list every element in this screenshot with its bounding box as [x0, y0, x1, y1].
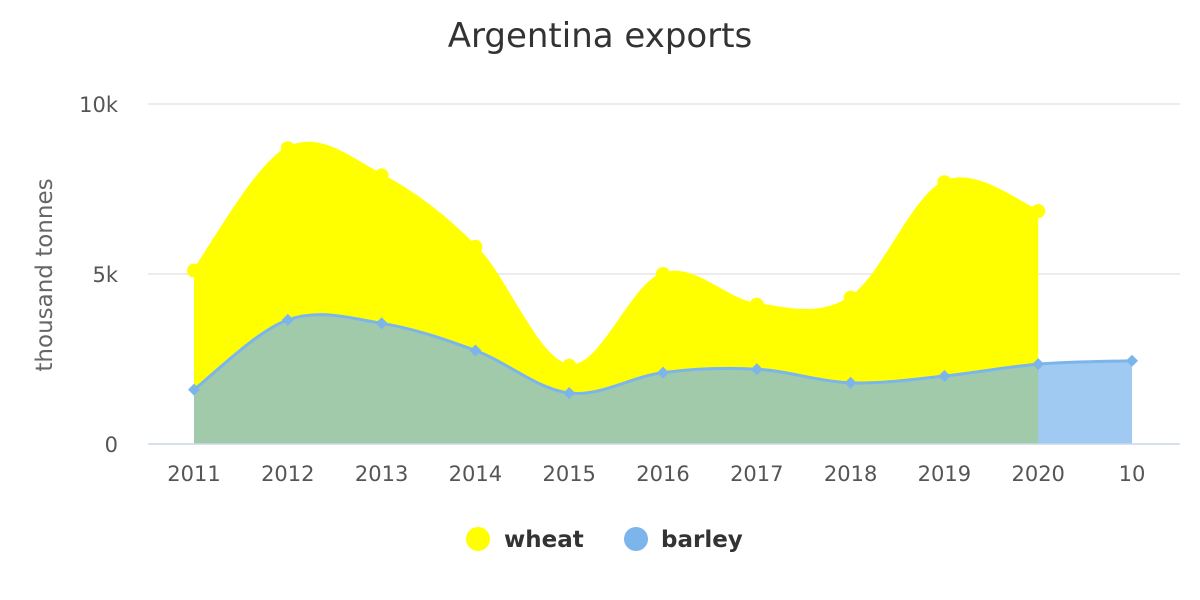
- x-tick-label: 10: [1119, 462, 1146, 486]
- legend-label-wheat: wheat: [504, 527, 584, 553]
- point-barley: [281, 313, 294, 326]
- point-wheat: [656, 267, 670, 281]
- point-barley: [657, 366, 669, 379]
- point-barley: [1032, 358, 1045, 371]
- x-tick-label: 2018: [824, 462, 877, 486]
- point-wheat: [937, 175, 952, 190]
- series-markers: [187, 141, 1138, 399]
- x-tick-label: 2020: [1011, 462, 1064, 486]
- point-wheat: [187, 263, 201, 278]
- y-tick-label: 10k: [79, 93, 119, 117]
- x-tick-label: 2014: [449, 462, 502, 486]
- area-barley: [194, 314, 1132, 444]
- point-wheat: [843, 290, 858, 305]
- point-barley: [938, 370, 951, 382]
- point-barley: [750, 363, 763, 376]
- x-tick-label: 2019: [918, 462, 971, 486]
- point-wheat: [280, 141, 295, 156]
- chart-title: Argentina exports: [448, 16, 753, 56]
- point-wheat: [1031, 204, 1046, 219]
- x-tick-label: 2012: [261, 462, 314, 486]
- point-wheat: [374, 168, 389, 183]
- point-barley: [844, 376, 857, 389]
- x-tick-label: 2017: [730, 462, 783, 486]
- x-tick-label: 2016: [636, 462, 689, 486]
- x-tick-label: 2015: [542, 462, 595, 486]
- y-tick-label: 5k: [92, 263, 118, 287]
- legend-marker-wheat: [466, 527, 490, 551]
- point-barley: [469, 344, 482, 357]
- legend-marker-barley: [624, 527, 648, 551]
- x-tick-label: 2011: [167, 462, 220, 486]
- legend: wheat barley: [466, 527, 743, 553]
- point-barley: [1126, 354, 1138, 367]
- legend-label-barley: barley: [661, 527, 743, 553]
- series-areas: [194, 143, 1132, 444]
- axes: 0 5k 10k 2011 2012 2013 2014 2015 2016 2017 2018 20…: [79, 93, 1180, 486]
- point-barley: [188, 383, 200, 396]
- line-wheat: [192, 141, 1039, 368]
- y-axis-label: thousand tonnes: [32, 178, 58, 371]
- point-barley: [563, 387, 576, 399]
- point-barley: [375, 317, 388, 330]
- y-tick-label: 0: [105, 433, 118, 457]
- point-wheat: [562, 358, 577, 373]
- x-tick-label: 2013: [355, 462, 408, 486]
- point-wheat: [468, 239, 483, 254]
- point-wheat: [749, 297, 764, 312]
